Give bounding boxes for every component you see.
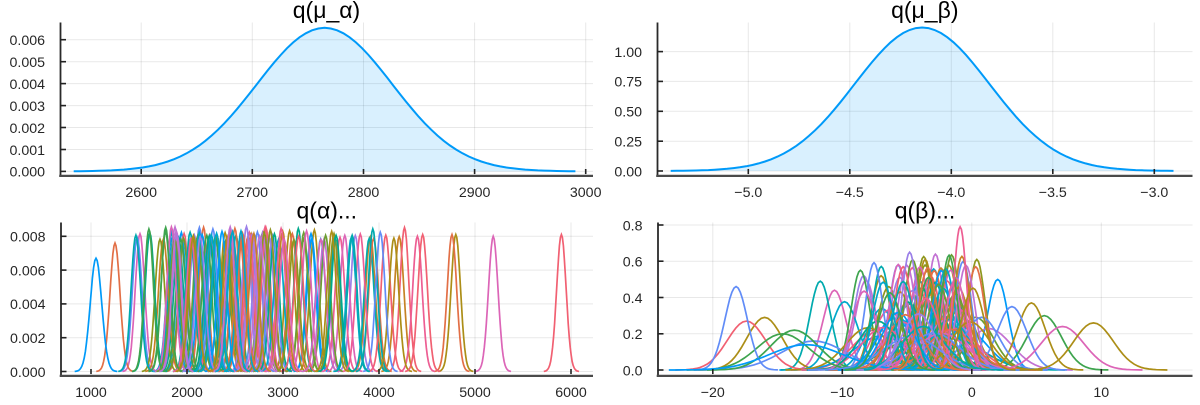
svg-text:0.00: 0.00 — [614, 164, 642, 180]
svg-text:3000: 3000 — [267, 385, 299, 400]
svg-text:5000: 5000 — [459, 385, 491, 400]
svg-text:4000: 4000 — [363, 385, 395, 400]
svg-text:0.4: 0.4 — [623, 291, 643, 307]
svg-text:−4.5: −4.5 — [836, 185, 864, 201]
svg-text:q(β)...: q(β)... — [895, 198, 956, 224]
svg-text:0.001: 0.001 — [9, 143, 45, 159]
svg-text:2600: 2600 — [125, 185, 157, 201]
svg-text:3000: 3000 — [570, 185, 602, 201]
svg-text:−4.0: −4.0 — [937, 185, 965, 201]
svg-text:10: 10 — [1093, 385, 1109, 400]
svg-text:0.000: 0.000 — [10, 365, 46, 381]
svg-text:2800: 2800 — [348, 185, 380, 201]
svg-text:−20: −20 — [701, 385, 725, 400]
svg-text:1000: 1000 — [75, 385, 107, 400]
svg-text:0.003: 0.003 — [9, 99, 45, 115]
svg-text:−3.5: −3.5 — [1039, 185, 1067, 201]
svg-text:q(μ_α): q(μ_α) — [293, 0, 360, 23]
svg-text:0.002: 0.002 — [9, 121, 45, 137]
svg-text:0.50: 0.50 — [614, 105, 642, 121]
svg-text:−10: −10 — [830, 385, 854, 400]
svg-text:6000: 6000 — [555, 385, 587, 400]
svg-text:0.0: 0.0 — [623, 363, 643, 379]
svg-text:0.25: 0.25 — [614, 135, 642, 151]
svg-text:0.000: 0.000 — [9, 165, 45, 181]
svg-text:0.006: 0.006 — [10, 263, 46, 279]
svg-text:0.6: 0.6 — [623, 255, 643, 271]
svg-text:2700: 2700 — [237, 185, 269, 201]
svg-text:0.006: 0.006 — [9, 33, 45, 49]
svg-text:−5.0: −5.0 — [734, 185, 762, 201]
svg-text:0: 0 — [968, 385, 976, 400]
svg-text:2000: 2000 — [171, 385, 203, 400]
svg-text:q(μ_β): q(μ_β) — [891, 0, 958, 23]
svg-text:0.008: 0.008 — [10, 230, 46, 246]
svg-text:0.004: 0.004 — [9, 77, 45, 93]
svg-text:−3.0: −3.0 — [1140, 185, 1168, 201]
svg-text:0.8: 0.8 — [623, 218, 643, 234]
svg-text:0.002: 0.002 — [10, 331, 46, 347]
svg-text:0.2: 0.2 — [623, 327, 643, 343]
svg-text:0.004: 0.004 — [10, 297, 46, 313]
svg-text:1.00: 1.00 — [614, 45, 642, 61]
svg-text:q(α)...: q(α)... — [297, 198, 358, 224]
svg-text:0.75: 0.75 — [614, 75, 642, 91]
svg-text:0.005: 0.005 — [9, 55, 45, 71]
svg-text:2900: 2900 — [459, 185, 491, 201]
